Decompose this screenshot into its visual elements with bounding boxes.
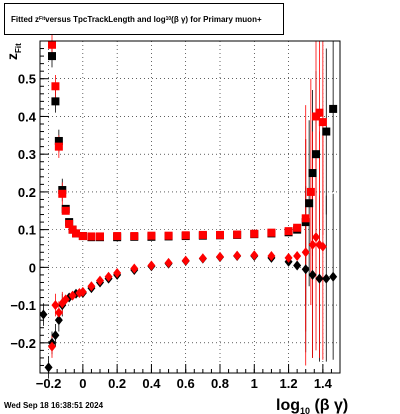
chart-title: Fitted z Fit versus TpcTrackLength and lo… <box>4 3 284 35</box>
data-point-square <box>233 230 242 239</box>
data-point-diamond <box>250 250 259 261</box>
data-point-square <box>113 232 122 241</box>
data-point-square <box>301 214 310 223</box>
data-point-square <box>318 118 327 127</box>
x-tick-label: 0.4 <box>142 376 161 391</box>
data-point-square <box>181 231 190 240</box>
y-tick-label: 0.5 <box>18 72 36 87</box>
data-point-square <box>48 40 56 49</box>
y-tick-label: −0.1 <box>10 298 36 313</box>
data-point-square <box>61 206 70 215</box>
y-axis-title: zFit <box>4 43 23 60</box>
data-point-square <box>284 227 293 236</box>
data-point-diamond <box>216 251 224 262</box>
data-point-square <box>78 232 87 241</box>
data-point-diamond <box>322 273 331 284</box>
data-point-diamond <box>293 260 302 271</box>
data-point-square <box>51 97 60 106</box>
x-tick-label: 1 <box>251 376 258 391</box>
data-point-square <box>312 150 320 159</box>
data-point-diamond <box>87 281 96 292</box>
data-point-square <box>198 230 207 239</box>
data-point-diamond <box>96 275 104 286</box>
data-point-diamond <box>267 251 276 262</box>
data-point-diamond <box>39 309 48 320</box>
grid-lines <box>40 41 340 373</box>
x-tick-label: 0.2 <box>108 376 126 391</box>
data-point-diamond <box>301 264 310 275</box>
data-point-diamond <box>164 257 173 268</box>
data-point-square <box>96 232 104 241</box>
data-point-square <box>315 108 324 117</box>
data-point-diamond <box>233 250 242 261</box>
data-point-square <box>58 189 67 198</box>
data-point-square <box>308 169 317 178</box>
data-point-diamond <box>312 232 320 243</box>
data-point-diamond <box>48 341 56 352</box>
data-point-square <box>322 127 331 136</box>
data-point-diamond <box>198 253 207 264</box>
data-point-square <box>65 219 74 228</box>
data-point-square <box>54 136 63 145</box>
y-tick-label: 0.1 <box>18 223 36 238</box>
timestamp: Wed Sep 18 16:38:51 2024 <box>4 401 104 410</box>
x-axis: −0.2 0 0.2 0.4 0.6 0.8 1 1.2 1.4 <box>36 364 341 391</box>
y-tick-label: 0 <box>29 260 36 275</box>
y-tick-label: 0.4 <box>18 109 37 124</box>
data-point-square <box>216 230 224 239</box>
data-point-diamond <box>315 273 324 284</box>
data-marks <box>39 33 338 379</box>
data-point-square <box>305 199 314 208</box>
data-point-square <box>293 223 302 232</box>
data-point-square <box>48 52 56 61</box>
x-tick-label: 0 <box>79 376 86 391</box>
data-point-diamond <box>284 252 293 263</box>
data-point-diamond <box>104 271 113 282</box>
x-axis-title: log10 (β γ) <box>276 397 348 414</box>
x-tick-label: 0.8 <box>211 376 229 391</box>
data-point-diamond <box>54 315 63 326</box>
data-point-square <box>329 104 338 113</box>
data-point-square <box>306 187 315 196</box>
data-point-diamond <box>78 286 87 297</box>
y-tick-label: 0.2 <box>18 185 36 200</box>
data-point-diamond <box>51 330 60 341</box>
data-point-diamond <box>308 239 317 250</box>
x-tick-label: 1.4 <box>314 376 333 391</box>
data-point-square <box>164 231 173 240</box>
data-point-square <box>87 232 96 241</box>
data-point-square <box>267 228 276 237</box>
plot-frame <box>39 40 341 374</box>
x-tick-label: 1.2 <box>280 376 298 391</box>
data-point-diamond <box>301 247 310 258</box>
data-point-square <box>54 142 63 151</box>
data-point-diamond <box>54 307 63 318</box>
data-point-diamond <box>293 251 302 262</box>
data-point-diamond <box>51 300 60 311</box>
data-point-square <box>250 229 259 238</box>
data-point-diamond <box>308 269 317 280</box>
data-point-diamond <box>318 241 327 252</box>
data-point-diamond <box>68 290 77 301</box>
y-axis: −0.2 −0.1 0 0.1 0.2 0.3 0.4 0.5 <box>10 40 49 374</box>
data-point-diamond <box>329 271 338 282</box>
y-tick-label: 0.3 <box>18 147 36 162</box>
x-tick-label: 0.6 <box>177 376 195 391</box>
data-point-diamond <box>181 255 190 266</box>
data-point-diamond <box>147 260 156 271</box>
data-point-diamond <box>130 263 139 274</box>
data-point-square <box>72 229 80 238</box>
y-tick-label: −0.2 <box>10 336 36 351</box>
data-point-diamond <box>61 294 70 305</box>
x-tick-label: −0.2 <box>36 376 62 391</box>
data-point-square <box>130 232 139 241</box>
data-point-square <box>147 231 156 240</box>
data-point-diamond <box>113 268 122 279</box>
data-point-square <box>51 82 60 91</box>
